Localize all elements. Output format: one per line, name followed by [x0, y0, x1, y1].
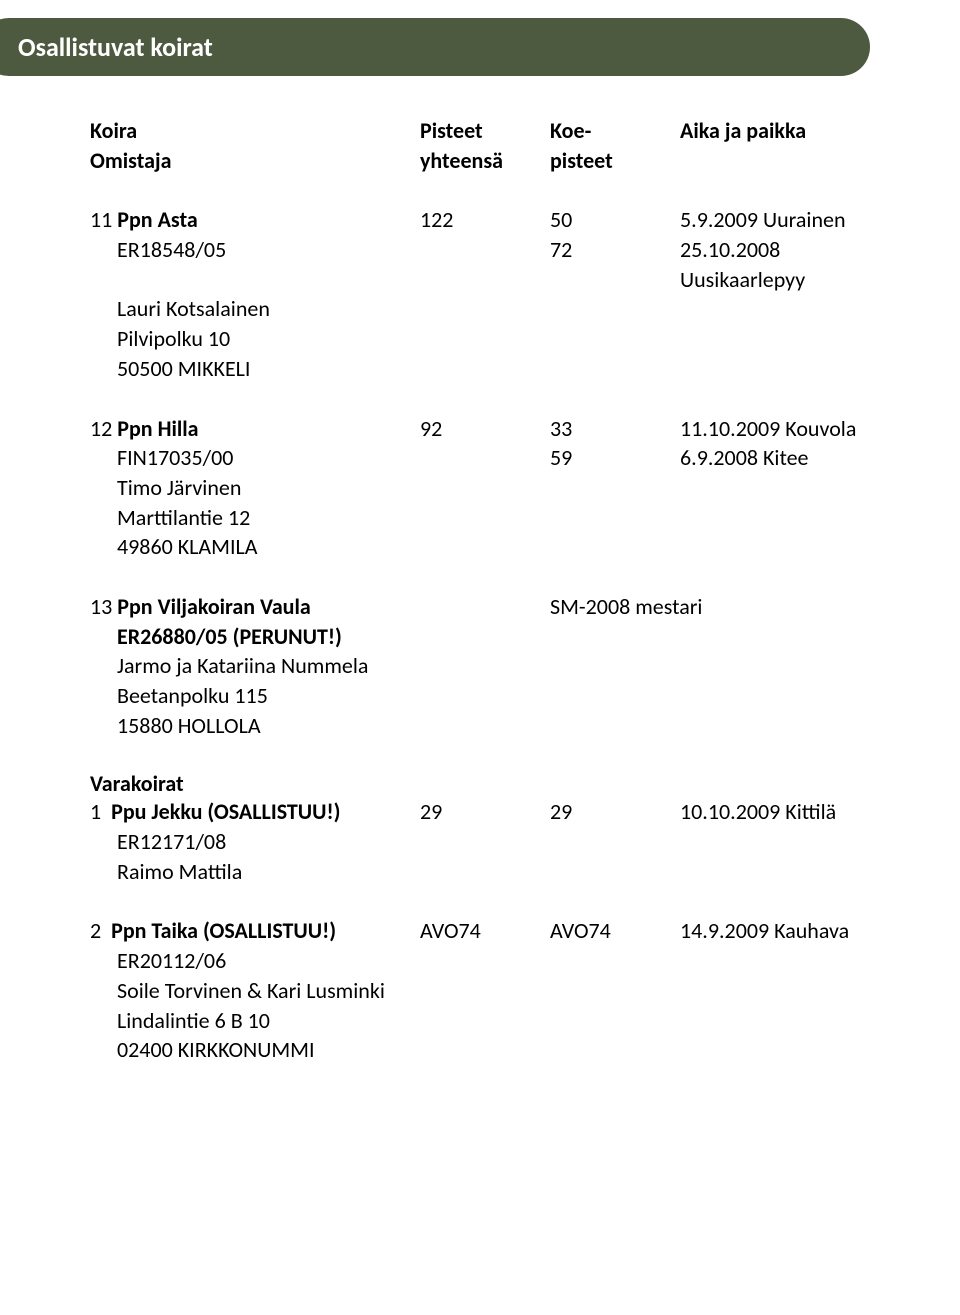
owner: Lauri Kotsalainen — [90, 294, 870, 324]
t1: 14.9.2009 Kauhava — [680, 916, 880, 946]
reg: FIN17035/00 — [90, 443, 420, 473]
dog-title: 11 Ppn Asta — [90, 205, 420, 235]
owner: Timo Järvinen — [90, 473, 870, 503]
th-koira: Koira — [90, 116, 420, 146]
th-koe: Koe- — [550, 116, 680, 146]
entry-11: 11 Ppn Asta 122 50 5.9.2009 Uurainen ER1… — [90, 205, 870, 383]
entry-12: 12 Ppn Hilla 92 33 11.10.2009 Kouvola FI… — [90, 414, 870, 562]
k1: 50 — [550, 205, 680, 235]
dog-title: 12 Ppn Hilla — [90, 414, 420, 444]
p-total: AVO74 — [420, 916, 550, 946]
th-pisteet2: pisteet — [550, 146, 680, 176]
t2: 25.10.2008 Uusikaarlepyy — [680, 235, 880, 294]
k2: 59 — [550, 443, 680, 473]
owner: Jarmo ja Katariina Nummela — [90, 651, 870, 681]
vara-row1: 1 Ppu Jekku (OSALLISTUU!) 29 29 10.10.20… — [90, 797, 870, 827]
dog-title: 1 Ppu Jekku (OSALLISTUU!) — [90, 797, 420, 827]
k1: SM-2008 mestari — [550, 592, 880, 622]
p-total: 29 — [420, 797, 550, 827]
th-pisteet: Pisteet — [420, 116, 550, 146]
th-aika: Aika ja paikka — [680, 116, 880, 146]
table-header-row2: Omistaja yhteensä pisteet — [90, 146, 870, 176]
t2: 6.9.2008 Kitee — [680, 443, 880, 473]
addr2: 02400 KIRKKONUMMI — [90, 1035, 870, 1065]
vara-1: 1 Ppu Jekku (OSALLISTUU!) 29 29 10.10.20… — [90, 797, 870, 886]
entry-row1: 13 Ppn Viljakoiran Vaula SM-2008 mestari — [90, 592, 870, 622]
addr1: Marttilantie 12 — [90, 503, 870, 533]
t1: 11.10.2009 Kouvola — [680, 414, 880, 444]
vara-name: Ppu Jekku (OSALLISTUU!) — [111, 798, 340, 825]
owner: Raimo Mattila — [90, 857, 870, 887]
dog-name: Ppn Viljakoiran Vaula — [117, 593, 310, 620]
owner: Soile Torvinen & Kari Lusminki — [90, 976, 870, 1006]
vara-num: 1 — [90, 798, 101, 825]
reg: ER20112/06 — [90, 946, 870, 976]
k1: 29 — [550, 797, 680, 827]
addr2: 15880 HOLLOLA — [90, 711, 870, 741]
entry-row2: FIN17035/00 59 6.9.2008 Kitee — [90, 443, 870, 473]
entry-13: 13 Ppn Viljakoiran Vaula SM-2008 mestari… — [90, 592, 870, 740]
reg: ER12171/08 — [90, 827, 870, 857]
th-yhteensa: yhteensä — [420, 146, 550, 176]
k2: 72 — [550, 235, 680, 265]
page: Osallistuvat koirat Koira Pisteet Koe- A… — [0, 18, 960, 1315]
content: Koira Pisteet Koe- Aika ja paikka Omista… — [0, 76, 960, 1065]
dog-name: Ppn Asta — [117, 206, 197, 233]
addr2: 50500 MIKKELI — [90, 354, 870, 384]
addr2: 49860 KLAMILA — [90, 532, 870, 562]
vara-num: 2 — [90, 917, 101, 944]
t1: 10.10.2009 Kittilä — [680, 797, 880, 827]
vara-row1: 2 Ppn Taika (OSALLISTUU!) AVO74 AVO74 14… — [90, 916, 870, 946]
addr1: Pilvipolku 10 — [90, 324, 870, 354]
p-total: 92 — [420, 414, 550, 444]
entry-row1: 12 Ppn Hilla 92 33 11.10.2009 Kouvola — [90, 414, 870, 444]
dog-num: 11 — [90, 206, 112, 233]
k1: AVO74 — [550, 916, 680, 946]
addr1: Lindalintie 6 B 10 — [90, 1006, 870, 1036]
reg: ER18548/05 — [90, 235, 420, 265]
dog-num: 13 — [90, 593, 112, 620]
table-header-row1: Koira Pisteet Koe- Aika ja paikka — [90, 116, 870, 146]
p-total: 122 — [420, 205, 550, 235]
dog-name: Ppn Hilla — [117, 415, 198, 442]
entry-row1: 11 Ppn Asta 122 50 5.9.2009 Uurainen — [90, 205, 870, 235]
dog-num: 12 — [90, 415, 112, 442]
vara-title: Varakoirat — [90, 770, 870, 797]
th-omistaja: Omistaja — [90, 146, 420, 176]
header-title: Osallistuvat koirat — [18, 31, 213, 63]
vara-name: Ppn Taika (OSALLISTUU!) — [111, 917, 336, 944]
dog-title: 2 Ppn Taika (OSALLISTUU!) — [90, 916, 420, 946]
reg: ER26880/05 (PERUNUT!) — [90, 622, 870, 652]
addr1: Beetanpolku 115 — [90, 681, 870, 711]
entry-row2: ER18548/05 72 25.10.2008 Uusikaarlepyy — [90, 235, 870, 294]
header-bar: Osallistuvat koirat — [0, 18, 870, 76]
dog-title: 13 Ppn Viljakoiran Vaula — [90, 592, 420, 622]
k1: 33 — [550, 414, 680, 444]
t1: 5.9.2009 Uurainen — [680, 205, 880, 235]
vara-2: 2 Ppn Taika (OSALLISTUU!) AVO74 AVO74 14… — [90, 916, 870, 1064]
